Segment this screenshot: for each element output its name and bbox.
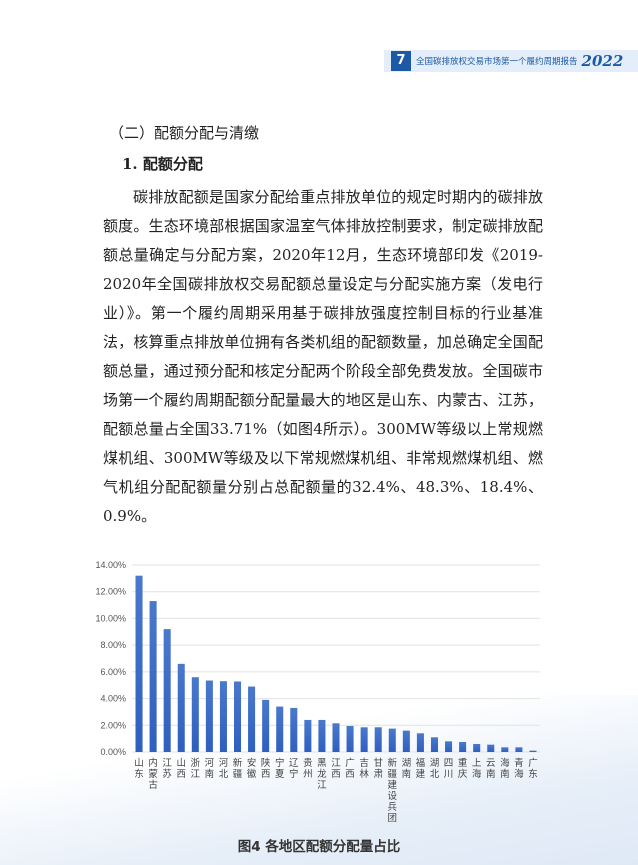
bar [416, 733, 424, 752]
bar [430, 737, 438, 752]
bar [388, 728, 396, 752]
bar [459, 741, 467, 752]
x-tick-label: 广东 [528, 757, 538, 780]
section-heading: （二）配额分配与清缴 [109, 124, 260, 142]
x-tick-label: 甘肃 [373, 757, 383, 780]
figure-caption: 图4 各地区配额分配量占比 [237, 839, 401, 855]
y-tick-label: 8.00% [100, 640, 126, 650]
bar [262, 699, 270, 752]
y-tick-label: 10.00% [95, 613, 126, 623]
bar [276, 706, 284, 752]
y-tick-label: 2.00% [100, 720, 126, 730]
x-tick-label: 江苏 [162, 758, 172, 780]
bar [346, 725, 354, 752]
x-tick-label: 青海 [514, 757, 524, 780]
header-year: 2022 [581, 52, 624, 70]
page-number: 7 [391, 51, 411, 71]
bar [135, 575, 143, 752]
x-tick-label: 黑龙江 [317, 758, 327, 791]
running-header: 全国碳排放权交易市场第一个履约周期报告 2022 [416, 50, 623, 72]
bar [332, 723, 340, 752]
bar [304, 719, 312, 752]
bar [529, 750, 537, 752]
header-band [384, 50, 638, 72]
x-tick-label: 吉林 [359, 758, 369, 780]
bar [374, 727, 382, 752]
x-tick-label: 新疆 [233, 757, 243, 780]
bar [515, 747, 523, 752]
x-tick-label: 湖南 [402, 758, 412, 780]
x-tick-label: 江西 [331, 758, 341, 780]
x-tick-label: 上海 [472, 758, 482, 780]
x-tick-label: 重庆 [458, 757, 468, 780]
y-tick-label: 14.00% [95, 560, 126, 570]
x-tick-label: 安徽 [247, 757, 257, 780]
x-tick-label: 陕西 [261, 757, 271, 780]
bar [473, 743, 481, 752]
x-tick-label: 河南 [205, 757, 215, 780]
bar [163, 629, 171, 752]
x-tick-label: 河北 [219, 757, 229, 780]
bar [487, 744, 495, 752]
bar-chart: 0.00% 2.00% 4.00% 6.00% 8.00% 10.00% 12.00% 14.… [95, 560, 540, 824]
bar [205, 680, 213, 752]
y-tick-label: 12.00% [95, 587, 126, 597]
x-tick-label: 广西 [345, 757, 355, 780]
subsection-heading: 1. 配额分配 [122, 155, 203, 173]
bar [219, 681, 227, 752]
bar [501, 747, 509, 752]
header-title: 全国碳排放权交易市场第一个履约周期报告 [416, 57, 578, 67]
x-tick-label: 内蒙古 [148, 757, 158, 791]
x-tick-label: 浙江 [191, 757, 201, 780]
x-tick-label: 辽宁 [289, 757, 299, 780]
bar [318, 719, 326, 752]
y-tick-label: 0.00% [100, 747, 126, 757]
y-tick-label: 6.00% [100, 667, 126, 677]
x-tick-label: 新疆建设兵团 [388, 757, 398, 824]
body-paragraph: 碳排放配额是国家分配给重点排放单位的规定时期内的碳排放额度。生态环境部根据国家温… [103, 188, 543, 525]
x-tick-label: 宁夏 [275, 757, 285, 780]
bar [445, 741, 453, 752]
bar [360, 727, 368, 752]
bar [177, 663, 185, 752]
bar [149, 601, 157, 752]
x-tick-label: 山西 [176, 758, 186, 780]
x-tick-label: 湖北 [430, 758, 440, 780]
bar [290, 707, 298, 752]
x-tick-label: 海南 [500, 757, 510, 780]
bar [402, 730, 410, 752]
y-tick-label: 4.00% [100, 694, 126, 704]
x-tick-label: 贵州 [303, 757, 313, 780]
bar [234, 681, 242, 752]
bar [248, 686, 256, 752]
x-tick-label: 云南 [486, 758, 496, 780]
x-tick-label: 福建 [416, 757, 426, 780]
bar [191, 677, 199, 752]
content-flow: 碳排放配额是国家分配给重点排放单位的规定时期内的碳排放额度。生态环境部根据国家温… [0, 183, 638, 855]
x-tick-label: 四川 [444, 758, 454, 780]
x-tick-label: 山东 [134, 758, 144, 780]
